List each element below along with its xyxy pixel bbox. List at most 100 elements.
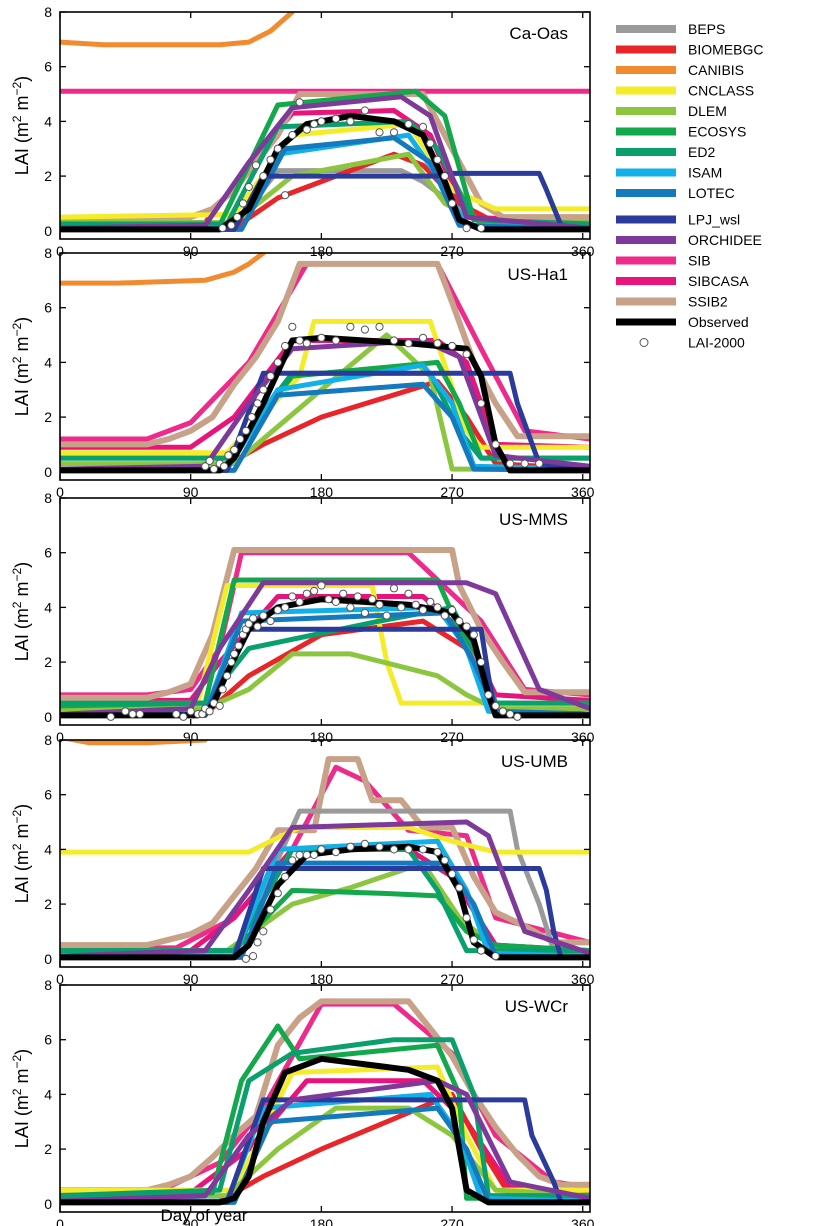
lai-2000-point <box>346 603 355 612</box>
lai-2000-point <box>317 117 326 126</box>
x-tick-label: 180 <box>310 1216 334 1226</box>
lai-2000-point <box>375 842 384 851</box>
lai-2000-point <box>209 465 218 474</box>
lai-2000-point <box>448 606 457 615</box>
legend-label: CANIBIS <box>688 62 744 78</box>
x-tick-label: 360 <box>571 484 595 500</box>
lai-2000-point <box>259 385 268 394</box>
lai-2000-point <box>426 139 435 148</box>
y-tick-label: 6 <box>44 59 52 75</box>
lai-2000-point <box>238 199 248 208</box>
lai-2000-point <box>244 182 253 192</box>
lai-2000-point <box>259 927 268 936</box>
lai-2000-point <box>253 938 262 947</box>
lai-2000-point <box>389 128 399 137</box>
lai-2000-point <box>259 611 268 620</box>
panel-us-wcr: 0 90 180 270 360 0 2 4 6 8 US-WCr LAI (m2 m−2) <box>10 977 595 1226</box>
x-tick-label: 270 <box>440 243 464 259</box>
lai-2000-point <box>520 459 529 468</box>
lai-2000-point <box>353 592 362 601</box>
lai-2000-point <box>251 161 261 170</box>
lai-2000-point <box>302 125 311 134</box>
x-tick-label: 90 <box>183 1216 199 1226</box>
panel-ca-oas: 0 90 180 270 360 0 2 4 6 8 Ca-Oas LAI (m2 m−2) <box>10 4 595 259</box>
lai-2000-point <box>360 608 369 618</box>
y-axis-label: LAI (m2 m−2) <box>10 562 32 661</box>
lai-2000-point <box>331 597 340 607</box>
series-orchidee <box>60 819 590 959</box>
lai-2000-point <box>513 712 522 721</box>
x-tick-label: 270 <box>440 1216 464 1226</box>
panel-title: US-UMB <box>501 752 568 771</box>
series-ecosys <box>60 1023 590 1201</box>
lai-2000-point <box>455 617 464 626</box>
lai-2000-point <box>281 341 290 351</box>
lai-2000-point <box>230 649 239 659</box>
panel-us-ha1: 0 90 180 270 360 0 2 4 6 8 US-Ha1 LAI (m2 m−2) <box>10 245 595 500</box>
y-tick-label: 2 <box>44 896 52 912</box>
lai-2000-point <box>295 336 304 345</box>
y-tick-label: 6 <box>44 300 52 316</box>
y-tick-label: 6 <box>44 545 52 561</box>
lai-2000-point <box>205 707 214 716</box>
lai-2000-point <box>266 617 275 626</box>
lai-2000-point <box>389 845 399 854</box>
legend-item-lotec: LOTEC <box>616 185 735 201</box>
series-beps <box>60 808 590 959</box>
lai-2000-point <box>273 606 282 615</box>
lai-2000-point <box>477 946 486 955</box>
legend-item-isam: ISAM <box>616 165 722 181</box>
y-tick-label: 2 <box>44 168 52 184</box>
lai-2000-point <box>491 440 500 449</box>
lai-2000-point <box>186 707 195 716</box>
lai-2000-point <box>448 199 457 208</box>
series-sibcasa <box>60 1078 590 1196</box>
lai-2000-point <box>462 350 471 359</box>
legend-item-ed2: ED2 <box>616 144 715 160</box>
series-dlem <box>60 151 590 226</box>
series-lotec <box>60 381 590 473</box>
lai-2000-point <box>331 114 340 123</box>
lai-2000-point <box>179 712 188 721</box>
legend-label: SSIB2 <box>688 294 728 310</box>
series-lotec <box>60 135 590 232</box>
series-canibis <box>60 740 208 746</box>
lai-2000-point <box>215 701 224 711</box>
lai-2000-point <box>172 710 181 719</box>
y-tick-label: 0 <box>44 1196 52 1212</box>
lai-2000-point <box>218 685 227 694</box>
x-tick-label: 270 <box>440 729 464 745</box>
y-tick-label: 0 <box>44 951 52 967</box>
lai-2000-point <box>346 842 355 851</box>
lai-2000-point <box>317 333 326 342</box>
legend-item-sibcasa: SIBCASA <box>616 273 749 289</box>
lai-2000-point <box>281 872 290 881</box>
legend-label: LPJ_wsl <box>688 212 740 228</box>
series-ssib2 <box>60 547 590 701</box>
lai-2000-point <box>360 325 369 334</box>
lai-2000-point <box>397 603 406 612</box>
lai-2000-point <box>317 845 326 854</box>
x-tick-label: 0 <box>56 243 64 259</box>
lai-2000-point <box>295 98 304 107</box>
y-axis-label: LAI (m2 m−2) <box>10 76 32 175</box>
series-canibis <box>60 253 266 286</box>
series-cnclass <box>60 583 590 706</box>
y-tick-label: 8 <box>44 490 52 506</box>
y-tick-label: 8 <box>44 4 52 20</box>
plot-frame <box>59 984 591 1213</box>
lai-2000-point <box>469 630 478 639</box>
series-lai-2000 <box>218 98 486 233</box>
lai-2000-point <box>288 856 297 865</box>
plot-frame <box>59 497 591 726</box>
lai-2000-point <box>241 426 250 435</box>
lai-2000-point <box>368 595 377 604</box>
lai-2000-point <box>121 707 130 716</box>
legend-label: LOTEC <box>688 185 735 201</box>
lai-2000-point <box>302 850 311 860</box>
panel-title: US-MMS <box>499 510 568 529</box>
lai-2000-point <box>433 603 442 612</box>
x-tick-label: 0 <box>56 729 64 745</box>
x-axis-label: Day of year <box>161 1206 248 1225</box>
